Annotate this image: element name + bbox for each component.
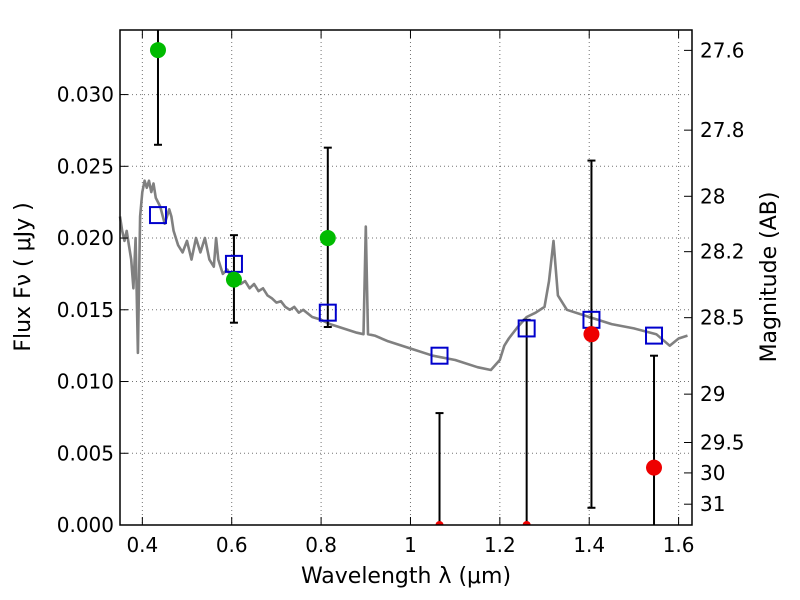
x-tick-label: 0.6: [216, 533, 248, 557]
y2-tick-label: 30: [700, 461, 725, 485]
model-flux-marker: [645, 326, 664, 345]
upper-limit-point: [646, 459, 663, 476]
y-tick-label: 0.010: [57, 370, 114, 394]
y-axis-label: Flux Fν ( μJy ): [11, 202, 36, 351]
x-axis-label: Wavelength λ (μm): [301, 564, 511, 589]
detection-point: [319, 230, 336, 247]
model-spectrum-line: [118, 179, 688, 372]
model-flux-marker: [517, 319, 536, 338]
plot-frame: [119, 29, 693, 526]
y-tick-label: 0.005: [57, 441, 114, 465]
detection-point: [225, 271, 242, 288]
model-flux-marker: [148, 206, 167, 225]
y-tick-label: 0.020: [57, 226, 114, 250]
y2-axis-label: Magnitude (AB): [757, 192, 782, 363]
model-flux-marker: [430, 346, 449, 365]
x-tick-label: 1: [404, 533, 417, 557]
y2-tick-label: 28.2: [700, 240, 745, 264]
y-tick-label: 0.025: [57, 154, 114, 178]
x-tick-label: 1.2: [484, 533, 516, 557]
y2-tick-label: 29.5: [700, 431, 745, 455]
model-flux-marker: [318, 303, 337, 322]
y2-tick-label: 31: [700, 492, 725, 516]
x-tick-label: 1.6: [663, 533, 695, 557]
detection-point: [149, 42, 166, 59]
y-tick-label: 0.000: [57, 513, 114, 537]
x-axis-ticks: 0.4 0.6 0.8 1 1.2 1.4 1.6: [126, 30, 695, 557]
x-tick-label: 1.4: [573, 533, 605, 557]
x-tick-label: 0.4: [126, 533, 158, 557]
upper-limit-point: [583, 326, 600, 343]
gridlines: [120, 30, 692, 526]
y-tick-label: 0.015: [57, 298, 114, 322]
y-axis-ticks: 0.000 0.005 0.010 0.015 0.020 0.025 0.030: [57, 83, 128, 537]
x-tick-label: 0.8: [305, 533, 337, 557]
photometry-layer: [149, 42, 663, 525]
y2-axis-ticks: 27.6 27.8 28 28.2 28.5 29 29.5 30 31: [684, 38, 745, 516]
y2-tick-label: 28.5: [700, 306, 745, 330]
y2-tick-label: 29: [700, 382, 725, 406]
upper-limit-point: [522, 521, 531, 525]
y2-tick-label: 27.6: [700, 38, 745, 62]
y2-tick-label: 28: [700, 184, 725, 208]
y2-tick-label: 27.8: [700, 118, 745, 142]
upper-limit-point: [435, 521, 444, 525]
model-flux-layer: [148, 206, 664, 365]
y-tick-label: 0.030: [57, 83, 114, 107]
model-spectrum-layer: [118, 179, 688, 372]
